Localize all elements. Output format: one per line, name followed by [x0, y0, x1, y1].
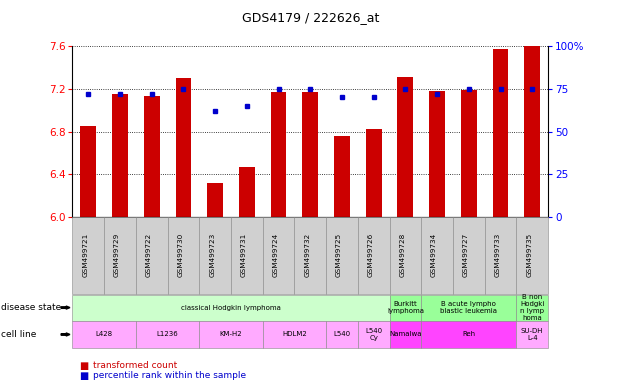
Text: Reh: Reh: [462, 331, 476, 338]
Text: ■: ■: [79, 371, 88, 381]
Bar: [429, 91, 445, 217]
Text: GSM499723: GSM499723: [209, 233, 215, 278]
Bar: [207, 183, 223, 217]
Text: GSM499735: GSM499735: [526, 233, 532, 278]
Bar: [524, 46, 540, 217]
Bar: [112, 94, 128, 217]
Bar: [366, 129, 382, 217]
Text: GSM499727: GSM499727: [463, 233, 469, 278]
Text: SU-DH
L-4: SU-DH L-4: [521, 328, 544, 341]
Text: GSM499721: GSM499721: [83, 233, 88, 278]
Text: KM-H2: KM-H2: [220, 331, 243, 338]
Text: Namalwa: Namalwa: [389, 331, 421, 338]
Text: ■: ■: [79, 361, 88, 371]
Text: GSM499726: GSM499726: [368, 233, 374, 278]
Text: L1236: L1236: [157, 331, 178, 338]
Text: percentile rank within the sample: percentile rank within the sample: [93, 371, 246, 380]
Bar: [144, 96, 159, 217]
Text: classical Hodgkin lymphoma: classical Hodgkin lymphoma: [181, 305, 281, 311]
Text: Burkitt
lymphoma: Burkitt lymphoma: [387, 301, 424, 314]
Text: GSM499733: GSM499733: [495, 233, 500, 278]
Text: GSM499732: GSM499732: [304, 233, 310, 278]
Bar: [302, 92, 318, 217]
Text: cell line: cell line: [1, 330, 37, 339]
Text: L540: L540: [333, 331, 350, 338]
Bar: [398, 77, 413, 217]
Bar: [461, 90, 477, 217]
Text: GSM499734: GSM499734: [431, 233, 437, 278]
Text: GSM499728: GSM499728: [399, 233, 406, 278]
Text: disease state: disease state: [1, 303, 62, 312]
Text: GSM499725: GSM499725: [336, 233, 342, 278]
Text: HDLM2: HDLM2: [282, 331, 307, 338]
Text: GSM499729: GSM499729: [114, 233, 120, 278]
Bar: [176, 78, 192, 217]
Text: GSM499724: GSM499724: [273, 233, 278, 278]
Text: GSM499730: GSM499730: [178, 233, 183, 278]
Text: L540
Cy: L540 Cy: [365, 328, 382, 341]
Text: GSM499722: GSM499722: [146, 233, 152, 278]
Text: transformed count: transformed count: [93, 361, 177, 370]
Bar: [493, 49, 508, 217]
Text: B acute lympho
blastic leukemia: B acute lympho blastic leukemia: [440, 301, 497, 314]
Text: B non
Hodgki
n lymp
homa: B non Hodgki n lymp homa: [520, 294, 544, 321]
Text: GDS4179 / 222626_at: GDS4179 / 222626_at: [241, 12, 379, 25]
Text: L428: L428: [96, 331, 113, 338]
Bar: [239, 167, 255, 217]
Bar: [271, 92, 287, 217]
Bar: [334, 136, 350, 217]
Bar: [81, 126, 96, 217]
Text: GSM499731: GSM499731: [241, 233, 247, 278]
